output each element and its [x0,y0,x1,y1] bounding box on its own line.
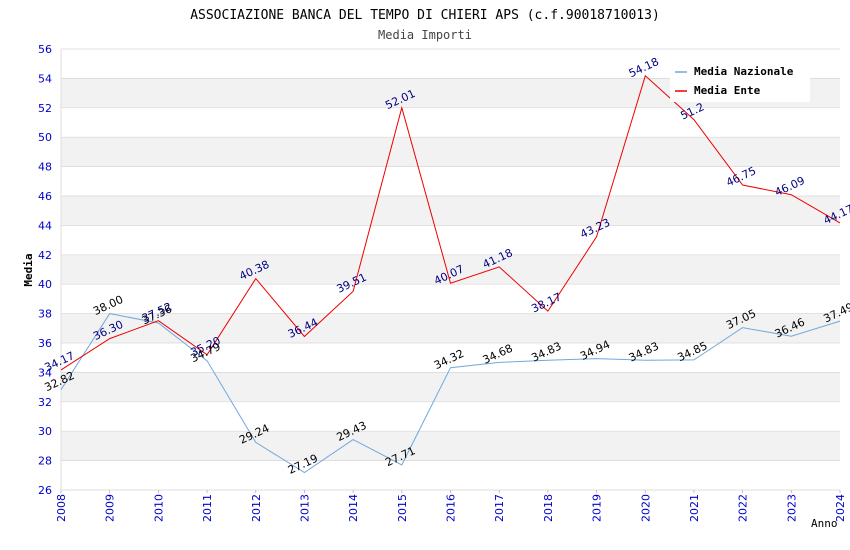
y-tick-label: 48 [38,161,52,174]
axes [60,49,841,493]
y-tick-label: 36 [38,337,52,350]
legend: Media Nazionale Media Ente [670,58,810,102]
series-lines [60,74,841,474]
y-axis-label: Media [22,253,35,286]
x-tick-label: 2009 [104,494,117,522]
x-tick-label: 2017 [493,494,506,522]
legend-box [670,58,810,102]
series-line-media-ente [60,74,841,371]
y-tick-labels: 26 28 30 32 34 36 38 40 42 44 46 48 50 52 54 56 [38,43,52,497]
x-tick-label: 2015 [396,494,409,522]
data-label-media-ente: 46.09 [773,174,807,199]
y-tick-label: 32 [38,396,52,409]
y-tick-label: 28 [38,455,52,468]
data-label-media-ente: 46.75 [724,164,758,189]
x-tick-label: 2008 [55,494,68,522]
plot-band [61,254,840,285]
plot-band [61,196,840,226]
x-axis-label: Anno [811,517,838,530]
y-tick-label: 50 [38,131,52,144]
chart-subtitle: Media Importi [378,28,472,42]
x-tick-label: 2022 [737,494,750,522]
legend-label-media-nazionale: Media Nazionale [694,65,794,78]
x-tick-label: 2016 [445,494,458,522]
legend-label-media-ente: Media Ente [694,84,761,97]
y-tick-label: 56 [38,43,52,56]
y-tick-label: 44 [38,219,52,232]
plot-band [61,372,840,402]
series-line-media-nazionale [60,313,841,474]
y-tick-label: 42 [38,249,52,262]
chart-title: ASSOCIAZIONE BANCA DEL TEMPO DI CHIERI A… [190,8,660,23]
y-tick-label: 26 [38,484,52,497]
plot-band [61,431,840,461]
y-tick-label: 52 [38,102,52,115]
x-tick-label: 2011 [201,494,214,522]
plot-band [61,313,840,343]
plot-band [61,137,840,167]
x-tick-label: 2024 [834,494,847,522]
plot-background-bands [61,78,840,461]
y-tick-label: 54 [38,72,52,85]
x-tick-label: 2018 [542,494,555,522]
y-tick-label: 38 [38,308,52,321]
x-tick-label: 2010 [152,494,165,522]
x-tick-label: 2021 [688,494,701,522]
data-label-media-ente: 54.18 [627,55,661,80]
data-label-media-ente: 38.17 [529,290,563,315]
y-tick-label: 30 [38,425,52,438]
y-tick-label: 40 [38,278,52,291]
x-tick-label: 2013 [298,494,311,522]
y-tick-label: 34 [38,366,52,379]
x-tick-label: 2019 [591,494,604,522]
x-tick-label: 2020 [639,494,652,522]
x-tick-label: 2012 [250,494,263,522]
data-label-media-nazionale: 34.32 [432,347,466,372]
x-tick-label: 2014 [347,494,360,522]
y-tick-label: 46 [38,190,52,203]
x-tick-labels: 2008 2009 2010 2011 2012 2013 2014 2015 2016 2017… [55,494,847,522]
x-tick-label: 2023 [785,494,798,522]
